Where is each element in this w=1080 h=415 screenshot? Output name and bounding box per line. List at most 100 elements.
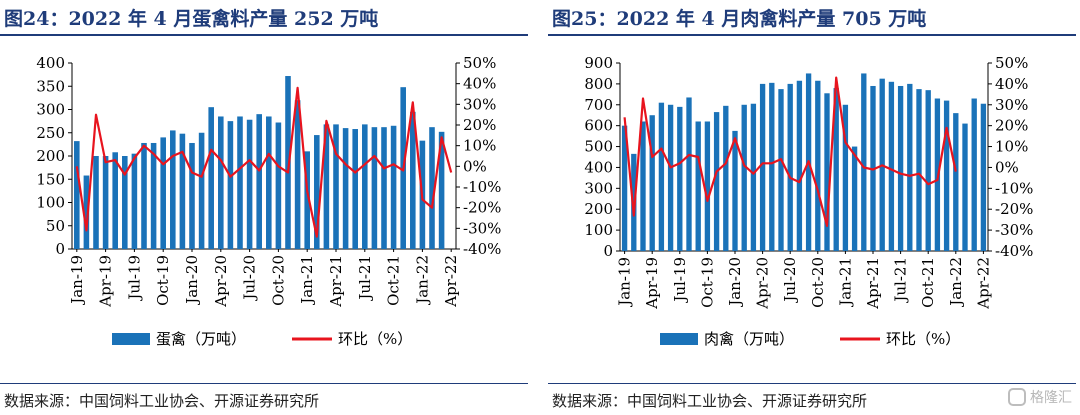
bar xyxy=(266,116,272,249)
left-tick-label: 100 xyxy=(36,194,65,212)
bar xyxy=(102,156,109,249)
bar xyxy=(677,106,683,251)
bar xyxy=(314,135,320,249)
bar xyxy=(333,124,339,249)
bar xyxy=(438,131,445,249)
source-note: 数据来源：中国饲料工业协会、开源证券研究所 xyxy=(4,392,320,410)
bar xyxy=(943,100,950,251)
bar xyxy=(323,124,330,249)
bar xyxy=(179,133,186,249)
bar xyxy=(141,142,147,249)
bar xyxy=(704,121,711,251)
bar xyxy=(150,142,157,249)
bar xyxy=(390,125,397,249)
line-series xyxy=(75,86,453,238)
left-tick-label: 300 xyxy=(584,179,613,197)
x-tick-label: Jul-21 xyxy=(892,257,910,304)
egg-poultry-feed-chart: 0 50 100 150 200 250 300 350 400 -40% -30% -20% -10%… xyxy=(36,54,501,348)
bar xyxy=(112,152,118,249)
bar xyxy=(410,111,416,249)
source-note: 数据来源：中国饲料工业协会、开源证券研究所 xyxy=(552,392,868,410)
bar xyxy=(352,129,358,249)
bar xyxy=(93,156,99,249)
bar xyxy=(649,115,655,251)
right-tick-label: 10% xyxy=(995,138,1028,156)
bar xyxy=(953,113,959,251)
bar xyxy=(962,123,968,251)
x-tick-label: Apr-19 xyxy=(643,257,661,310)
bar xyxy=(769,82,775,251)
x-tick-label: Apr-20 xyxy=(754,257,772,310)
bar xyxy=(851,146,858,251)
chart-panel-meat-poultry: 图25：2022 年 4 月肉禽料产量 705 万吨 0 100 200 300 400… xyxy=(548,0,1076,415)
x-tick-label: Jan-22 xyxy=(947,257,965,308)
bar xyxy=(189,142,195,249)
left-tick-label: 100 xyxy=(584,221,613,239)
left-tick-label: 500 xyxy=(584,138,613,156)
x-tick-label: Jan-19 xyxy=(616,257,634,308)
right-tick-label: -30% xyxy=(995,221,1033,239)
x-tick-label: Jul-20 xyxy=(781,257,799,304)
right-tick-label: -30% xyxy=(463,219,501,237)
bar xyxy=(381,127,387,249)
bar xyxy=(227,121,234,249)
figure-title-bar: 图24：2022 年 4 月蛋禽料产量 252 万吨 xyxy=(0,0,528,36)
watermark-label: 格隆汇 xyxy=(1030,390,1072,406)
bar xyxy=(741,104,747,252)
legend-bar-label: 蛋禽（万吨） xyxy=(156,330,246,348)
bar xyxy=(170,130,176,249)
bar xyxy=(723,105,729,251)
right-tick-label: 30% xyxy=(463,95,496,113)
meat-poultry-feed-chart: 0 100 200 300 400 500 600 700 800 900 -40% -30% -20%… xyxy=(584,54,1033,348)
right-tick-label: -40% xyxy=(463,240,501,258)
source-divider xyxy=(548,383,1076,384)
bar xyxy=(971,98,977,251)
bar xyxy=(897,85,904,251)
left-tick-label: 300 xyxy=(36,101,65,119)
bar xyxy=(275,122,282,249)
bar xyxy=(621,125,628,251)
left-tick-label: 50 xyxy=(46,217,65,235)
bar xyxy=(778,89,784,251)
bar xyxy=(732,130,738,251)
bar xyxy=(83,175,90,249)
legend-bar-swatch xyxy=(112,333,150,345)
x-tick-label: Oct-19 xyxy=(154,255,172,306)
left-tick-label: 0 xyxy=(55,240,65,258)
bar xyxy=(362,124,368,249)
legend-line-label: 环比（%） xyxy=(338,330,412,348)
right-tick-label: 20% xyxy=(463,116,496,134)
bar xyxy=(815,80,821,251)
x-tick-label: Jan-19 xyxy=(68,255,86,306)
x-tick-label: Jan-21 xyxy=(298,255,316,306)
bar xyxy=(208,107,214,249)
bar xyxy=(796,80,803,251)
x-tick-label: Jan-22 xyxy=(413,255,431,306)
bar xyxy=(294,100,301,249)
legend-bar-swatch xyxy=(660,333,698,345)
bar xyxy=(131,153,138,249)
x-tick-label: Oct-21 xyxy=(385,255,403,306)
bar xyxy=(833,88,839,251)
left-tick-label: 900 xyxy=(584,54,613,72)
right-tick-label: 50% xyxy=(995,54,1028,72)
x-tick-label: Oct-21 xyxy=(919,257,937,308)
x-tick-label: Oct-20 xyxy=(269,255,287,306)
x-tick-label: Jul-19 xyxy=(671,257,689,304)
right-tick-label: 30% xyxy=(995,96,1028,114)
bar xyxy=(122,156,128,249)
left-tick-label: 200 xyxy=(584,200,613,218)
left-tick-label: 0 xyxy=(603,242,613,260)
left-tick-label: 150 xyxy=(36,170,65,188)
bar xyxy=(640,121,646,251)
legend-line-label: 环比（%） xyxy=(886,330,960,348)
figure-title: 图24：2022 年 4 月蛋禽料产量 252 万吨 xyxy=(4,8,379,30)
bar xyxy=(285,76,291,249)
x-tick-label: Jan-21 xyxy=(836,257,854,308)
bar xyxy=(759,83,766,251)
chart-panel-egg-poultry: 图24：2022 年 4 月蛋禽料产量 252 万吨 0 50 100 150 200 2… xyxy=(0,0,528,415)
right-tick-label: -40% xyxy=(995,242,1033,260)
bar xyxy=(980,103,987,251)
left-tick-label: 800 xyxy=(584,75,613,93)
x-tick-label: Jan-20 xyxy=(183,255,201,306)
